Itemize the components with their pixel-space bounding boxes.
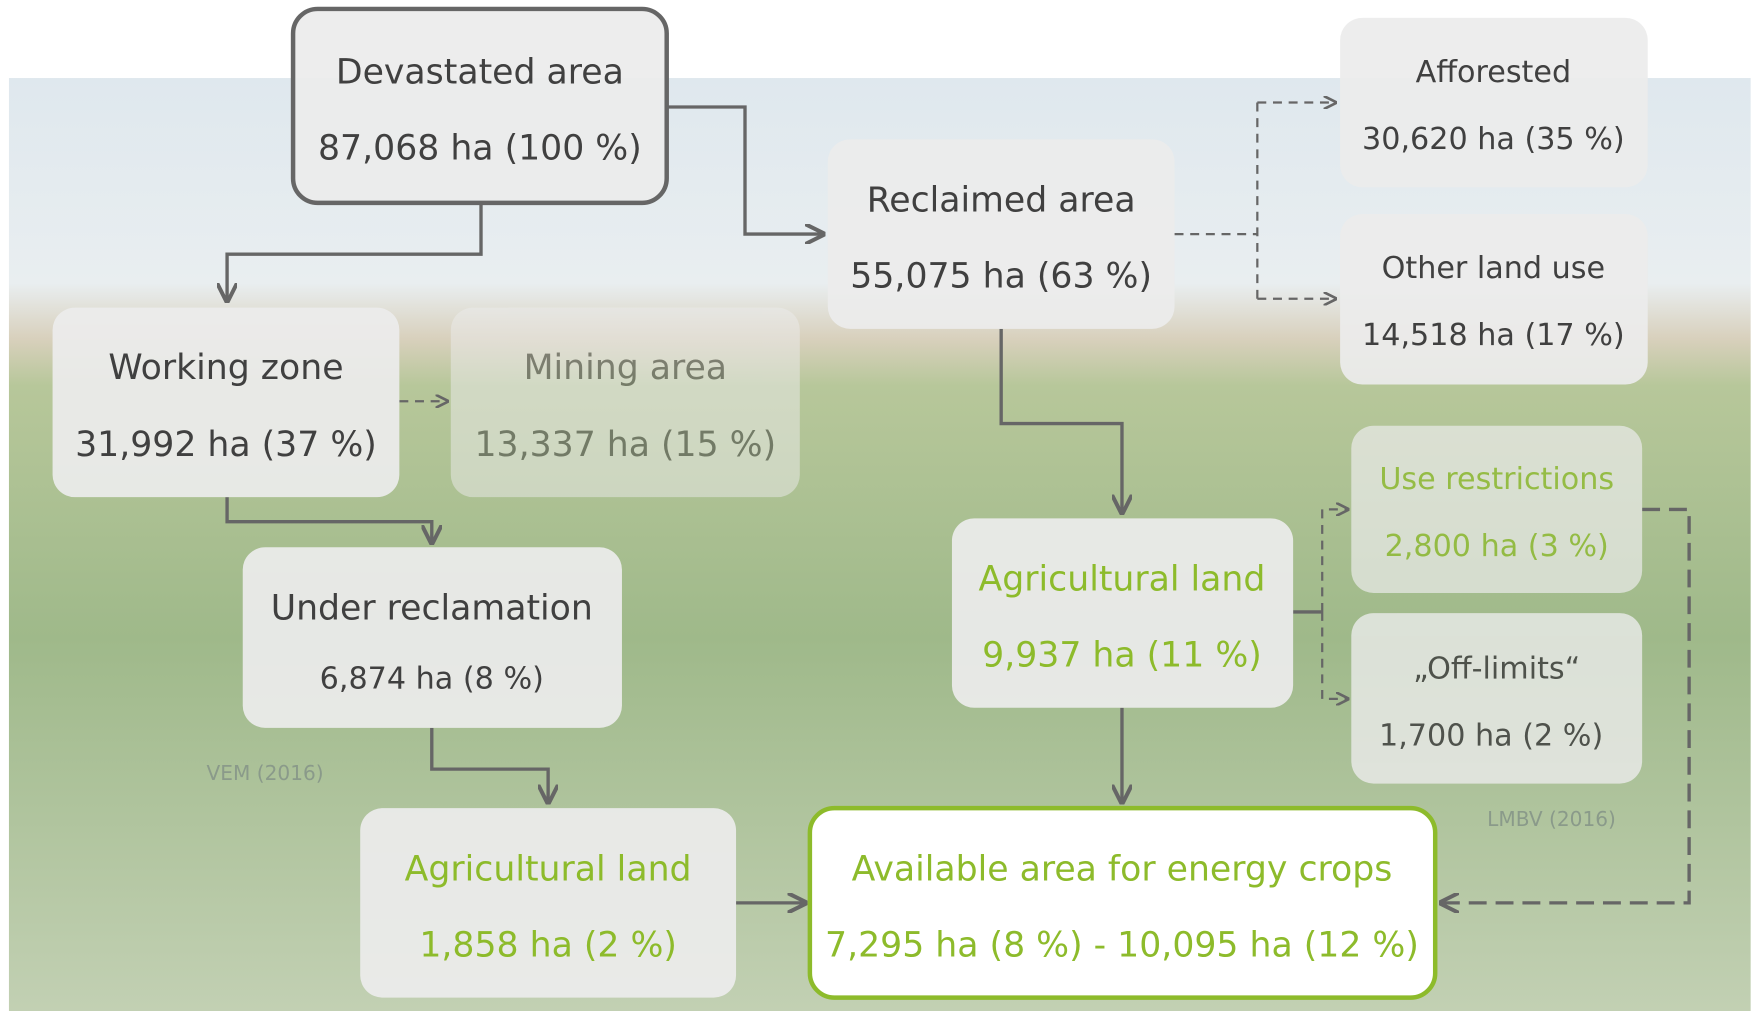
node-value: 14,518 ha (17 %)	[1362, 318, 1625, 353]
node-label: „Off-limits“	[1413, 651, 1580, 686]
node-value: 7,295 ha (8 %) - 10,095 ha (12 %)	[825, 925, 1419, 965]
node-label: Agricultural land	[405, 850, 692, 890]
node-label: Agricultural land	[979, 560, 1266, 600]
node-off-limits: „Off-limits“ 1,700 ha (2 %)	[1351, 613, 1642, 784]
node-value: 87,068 ha (100 %)	[318, 128, 642, 168]
node-label: Available area for energy crops	[852, 850, 1393, 890]
node-value: 1,700 ha (2 %)	[1379, 718, 1603, 753]
node-value: 9,937 ha (11 %)	[982, 636, 1262, 676]
source-note: LMBV (2016)	[1487, 807, 1616, 831]
node-available-area: Available area for energy crops 7,295 ha…	[810, 808, 1435, 997]
node-value: 31,992 ha (37 %)	[75, 425, 377, 465]
node-other-land-use: Other land use 14,518 ha (17 %)	[1340, 214, 1648, 385]
node-use-restrictions: Use restrictions 2,800 ha (3 %)	[1351, 426, 1642, 593]
node-value: 13,337 ha (15 %)	[474, 425, 776, 465]
node-label: Use restrictions	[1379, 462, 1614, 497]
node-value: 1,858 ha (2 %)	[419, 925, 677, 965]
node-value: 6,874 ha (8 %)	[320, 661, 544, 696]
node-label: Working zone	[108, 348, 343, 388]
node-label: Under reclamation	[271, 589, 593, 629]
node-value: 30,620 ha (35 %)	[1362, 122, 1625, 157]
node-agricultural-land-2: Agricultural land 1,858 ha (2 %)	[360, 808, 736, 997]
node-value: 55,075 ha (63 %)	[850, 257, 1152, 297]
node-under-reclamation: Under reclamation 6,874 ha (8 %)	[243, 547, 622, 728]
node-label: Afforested	[1416, 55, 1571, 90]
node-label: Reclaimed area	[867, 181, 1136, 221]
node-label: Mining area	[524, 348, 727, 388]
source-note: VEM (2016)	[207, 761, 324, 785]
node-label: Other land use	[1382, 251, 1605, 286]
node-afforested: Afforested 30,620 ha (35 %)	[1340, 18, 1648, 187]
diagram: Devastated area 87,068 ha (100 %) Reclai…	[0, 0, 1754, 1011]
node-mining-area: Mining area 13,337 ha (15 %)	[451, 308, 800, 497]
node-agricultural-land: Agricultural land 9,937 ha (11 %)	[952, 518, 1293, 707]
node-value: 2,800 ha (3 %)	[1385, 529, 1609, 564]
node-label: Devastated area	[336, 53, 624, 93]
node-reclaimed: Reclaimed area 55,075 ha (63 %)	[828, 139, 1175, 328]
node-devastated: Devastated area 87,068 ha (100 %)	[293, 9, 667, 203]
node-working-zone: Working zone 31,992 ha (37 %)	[53, 308, 400, 497]
